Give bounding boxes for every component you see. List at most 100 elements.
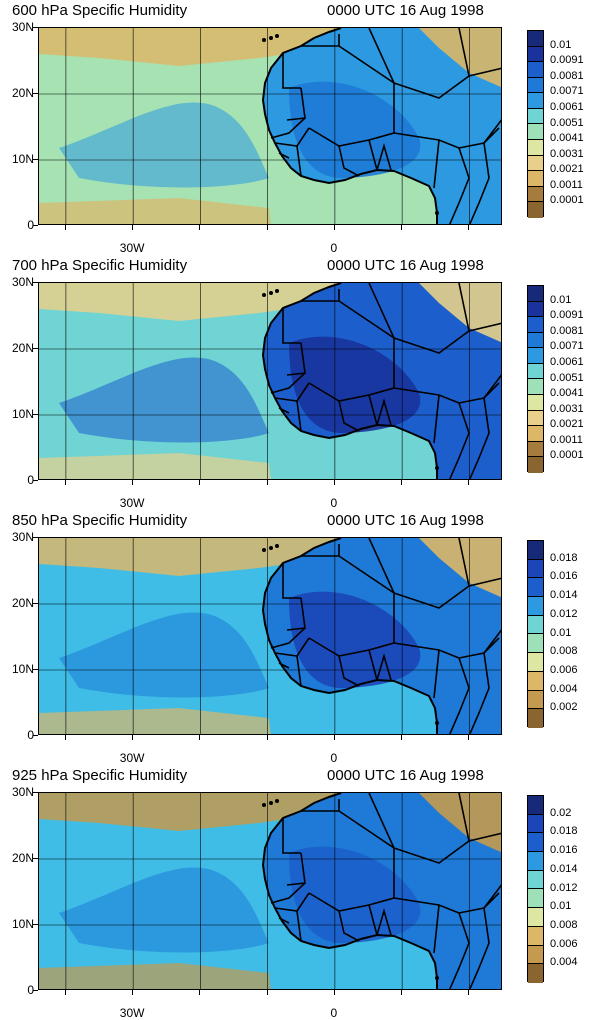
- island: [435, 976, 439, 980]
- country-border: [458, 538, 470, 587]
- island: [262, 293, 266, 297]
- colorbar-segment: [528, 926, 543, 946]
- x-tick: [64, 480, 66, 485]
- colorbar-label: 0.006: [550, 937, 578, 950]
- moist-core: [289, 336, 421, 433]
- x-tick: [199, 225, 201, 230]
- colorbar-segment: [528, 964, 543, 983]
- country-border: [296, 910, 302, 942]
- x-tick: [132, 990, 134, 995]
- colorbar-label: 0.0091: [550, 309, 584, 322]
- country-border: [308, 45, 395, 147]
- x-tick: [199, 735, 201, 740]
- colorbar-segment: [528, 410, 543, 427]
- colorbar-label: 0.0061: [550, 355, 584, 368]
- colorbar-segment: [528, 348, 543, 364]
- island: [262, 548, 266, 552]
- country-border: [270, 627, 306, 649]
- colorbar-label: 0.004: [550, 682, 578, 695]
- island: [269, 801, 273, 805]
- x-tick: [401, 480, 403, 485]
- colorbar-segment: [528, 108, 543, 125]
- colorbar-label: 0.012: [550, 607, 578, 620]
- dry-region-north: [39, 538, 339, 576]
- colorbar-segment: [528, 332, 543, 349]
- colorbar-label: 0.0021: [550, 163, 584, 176]
- colorbar-label: 0.0031: [550, 147, 584, 160]
- colorbar-label: 0.0031: [550, 402, 584, 415]
- x-tick: [199, 480, 201, 485]
- colorbar-segment: [528, 301, 543, 318]
- panel-3: 850 hPa Specific Humidity 0000 UTC 16 Aug…: [0, 510, 600, 765]
- y-tick-label: 10N: [11, 917, 34, 931]
- panel-time: 0000 UTC 16 Aug 1998: [327, 767, 484, 784]
- country-border: [338, 910, 360, 942]
- colorbar-label: 0.0041: [550, 387, 584, 400]
- y-tick-label: 30N: [11, 785, 34, 799]
- colorbar-segment: [528, 634, 543, 654]
- x-tick: [64, 735, 66, 740]
- country-border: [483, 884, 501, 909]
- y-tick-label: 0: [27, 983, 34, 997]
- map-canvas: [39, 28, 501, 224]
- moist-plume: [59, 867, 269, 953]
- colorbar-label: 0.0091: [550, 54, 584, 67]
- country-border: [296, 145, 302, 177]
- colorbar-label: 0.0051: [550, 371, 584, 384]
- country-border: [393, 832, 501, 864]
- x-tick-label: 0: [330, 751, 338, 765]
- colorbar: [527, 540, 544, 728]
- island: [262, 803, 266, 807]
- colorbar-segment: [528, 709, 543, 728]
- colorbar-segment: [528, 796, 543, 815]
- dry-region-land: [419, 793, 501, 853]
- colorbar-label: 0.004: [550, 956, 578, 969]
- x-tick: [132, 735, 134, 740]
- country-border: [308, 555, 395, 657]
- colorbar: [527, 30, 544, 218]
- country-border: [393, 132, 470, 224]
- x-tick: [468, 225, 470, 230]
- y-tick-label: 10N: [11, 152, 34, 166]
- colorbar-label: 0.0011: [550, 178, 583, 191]
- colorbar-segment: [528, 690, 543, 710]
- colorbar-segment: [528, 578, 543, 598]
- country-border: [393, 642, 470, 734]
- country-border: [278, 917, 290, 924]
- x-tick: [468, 735, 470, 740]
- country-border: [458, 793, 470, 842]
- colorbar-label: 0.01: [550, 900, 572, 913]
- y-tick: [33, 537, 38, 538]
- x-tick: [401, 225, 403, 230]
- panel-title: 700 hPa Specific Humidity: [12, 257, 188, 274]
- country-border: [483, 374, 501, 399]
- country-border: [368, 283, 395, 339]
- colorbar-label: 0.02: [550, 806, 572, 819]
- x-tick: [132, 480, 134, 485]
- country-border: [376, 398, 392, 426]
- x-tick-label: 30W: [119, 241, 145, 255]
- colorbar-segment: [528, 379, 543, 396]
- y-tick: [33, 735, 38, 736]
- y-tick: [33, 924, 38, 925]
- panel-time: 0000 UTC 16 Aug 1998: [327, 257, 484, 274]
- country-border: [468, 142, 490, 224]
- colorbar-label: 0.012: [550, 881, 578, 894]
- y-tick-label: 0: [27, 473, 34, 487]
- panel-1: 600 hPa Specific Humidity 0000 UTC 16 Aug…: [0, 0, 600, 255]
- y-tick-label: 20N: [11, 851, 34, 865]
- country-border: [278, 407, 290, 414]
- x-tick: [333, 225, 335, 230]
- colorbar-segment: [528, 77, 543, 94]
- country-border: [393, 577, 501, 609]
- country-border: [338, 145, 360, 177]
- island: [269, 36, 273, 40]
- colorbar-segment: [528, 171, 543, 187]
- y-tick-label: 10N: [11, 407, 34, 421]
- colorbar-segment: [528, 31, 543, 47]
- colorbar-segment: [528, 559, 543, 579]
- colorbar-label: 0.01: [550, 38, 572, 51]
- y-tick: [33, 282, 38, 283]
- colorbar-label: 0.0071: [550, 340, 584, 353]
- island: [435, 211, 439, 215]
